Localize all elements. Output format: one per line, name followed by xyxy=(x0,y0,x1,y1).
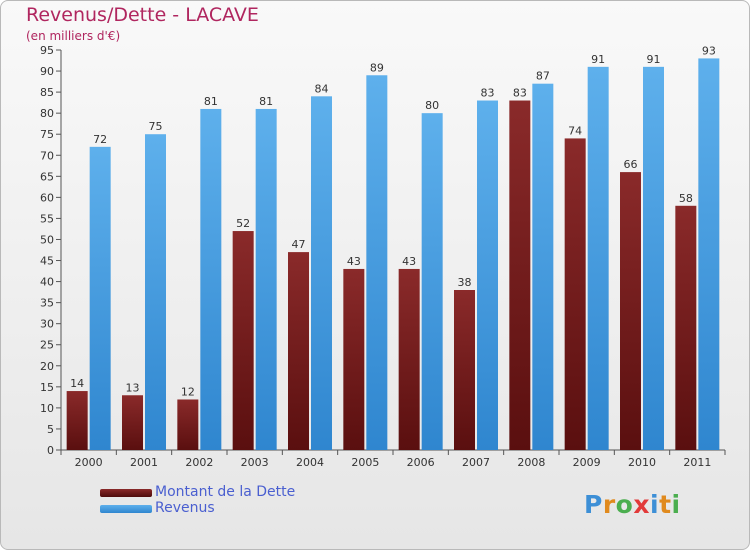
debt-value-label: 47 xyxy=(292,238,306,251)
y-tick-label: 65 xyxy=(40,170,54,183)
x-tick-label: 2011 xyxy=(683,456,711,469)
debt-value-label: 83 xyxy=(513,87,527,100)
revenue-value-label: 83 xyxy=(481,87,495,100)
debt-value-label: 58 xyxy=(679,192,693,205)
debt-bar xyxy=(454,290,475,450)
debt-value-label: 43 xyxy=(347,255,361,268)
y-tick-label: 20 xyxy=(40,360,54,373)
debt-bar xyxy=(509,100,531,451)
y-tick-label: 55 xyxy=(40,212,54,225)
revenue-value-label: 87 xyxy=(536,70,550,83)
legend-swatch-debt xyxy=(100,489,152,497)
debt-value-label: 12 xyxy=(181,385,195,398)
revenue-bar xyxy=(366,75,388,451)
debt-bar xyxy=(122,395,143,450)
y-tick-label: 80 xyxy=(40,107,54,120)
y-tick-label: 90 xyxy=(40,65,54,78)
chart-title: Revenus/Dette - LACAVE xyxy=(26,4,259,26)
logo-letter: o xyxy=(615,490,634,519)
revenue-bar xyxy=(311,96,332,450)
x-tick-label: 2006 xyxy=(407,456,435,469)
debt-bar xyxy=(620,172,641,450)
revenue-value-label: 80 xyxy=(425,99,439,112)
revenue-bar xyxy=(255,108,277,451)
debt-bar xyxy=(177,399,199,450)
debt-bar xyxy=(343,268,365,450)
revenue-value-label: 75 xyxy=(149,120,163,133)
y-tick-label: 5 xyxy=(47,423,54,436)
proxiti-logo: Proxiti xyxy=(584,490,681,519)
debt-bar xyxy=(398,268,420,450)
debt-bar xyxy=(232,231,254,450)
revenue-bar xyxy=(587,66,609,450)
revenue-value-label: 84 xyxy=(315,82,329,95)
y-tick-label: 30 xyxy=(40,318,54,331)
logo-letter: r xyxy=(602,490,616,519)
revenue-value-label: 91 xyxy=(647,53,661,66)
debt-value-label: 43 xyxy=(402,255,416,268)
x-tick-label: 2003 xyxy=(241,456,269,469)
debt-bar xyxy=(675,205,697,450)
y-tick-label: 95 xyxy=(40,44,54,57)
x-tick-label: 2007 xyxy=(462,456,490,469)
revenue-value-label: 72 xyxy=(93,133,107,146)
debt-value-label: 14 xyxy=(70,377,84,390)
debt-bar xyxy=(288,252,309,450)
x-tick-label: 2001 xyxy=(130,456,158,469)
revenue-value-label: 89 xyxy=(370,61,384,74)
logo-letter: x xyxy=(633,490,650,519)
debt-value-label: 13 xyxy=(126,381,140,394)
legend-label-debt: Montant de la Dette xyxy=(155,484,296,500)
x-tick-label: 2009 xyxy=(573,456,601,469)
revenue-bar xyxy=(145,134,166,451)
x-tick-label: 2010 xyxy=(628,456,656,469)
debt-bar xyxy=(564,138,586,450)
revenue-bar xyxy=(643,66,664,450)
revenue-bar xyxy=(89,146,111,450)
revenue-bar xyxy=(477,100,498,451)
revenue-value-label: 81 xyxy=(204,95,218,108)
x-tick-label: 2002 xyxy=(185,456,213,469)
y-tick-label: 0 xyxy=(47,444,54,457)
y-tick-label: 35 xyxy=(40,297,54,310)
y-tick-label: 45 xyxy=(40,255,54,268)
y-tick-label: 50 xyxy=(40,233,54,246)
x-tick-label: 2005 xyxy=(351,456,379,469)
debt-value-label: 52 xyxy=(236,217,250,230)
revenue-value-label: 81 xyxy=(259,95,273,108)
logo-letter: i xyxy=(671,490,681,519)
x-tick-label: 2000 xyxy=(75,456,103,469)
debt-value-label: 38 xyxy=(458,276,472,289)
chart-subtitle: (en milliers d'€) xyxy=(26,29,121,43)
revenue-value-label: 91 xyxy=(591,53,605,66)
y-tick-label: 75 xyxy=(40,128,54,141)
revenue-bar xyxy=(532,83,554,451)
revenue-bar xyxy=(421,113,443,450)
y-tick-label: 15 xyxy=(40,381,54,394)
y-tick-label: 25 xyxy=(40,339,54,352)
revenue-bar xyxy=(698,58,720,450)
y-tick-label: 60 xyxy=(40,191,54,204)
y-tick-label: 70 xyxy=(40,149,54,162)
debt-value-label: 74 xyxy=(568,124,582,137)
y-tick-label: 10 xyxy=(40,402,54,415)
y-tick-label: 40 xyxy=(40,276,54,289)
revenue-value-label: 93 xyxy=(702,44,716,57)
logo-letter: t xyxy=(659,490,672,519)
logo-letter: i xyxy=(650,490,660,519)
x-tick-label: 2008 xyxy=(517,456,545,469)
y-tick-label: 85 xyxy=(40,86,54,99)
debt-value-label: 66 xyxy=(624,158,638,171)
legend-swatch-revenue xyxy=(100,505,152,513)
revenue-bar xyxy=(200,108,222,451)
logo-letter: P xyxy=(584,490,603,519)
debt-bar xyxy=(66,391,88,450)
legend-label-revenue: Revenus xyxy=(155,500,215,516)
x-tick-label: 2004 xyxy=(296,456,324,469)
